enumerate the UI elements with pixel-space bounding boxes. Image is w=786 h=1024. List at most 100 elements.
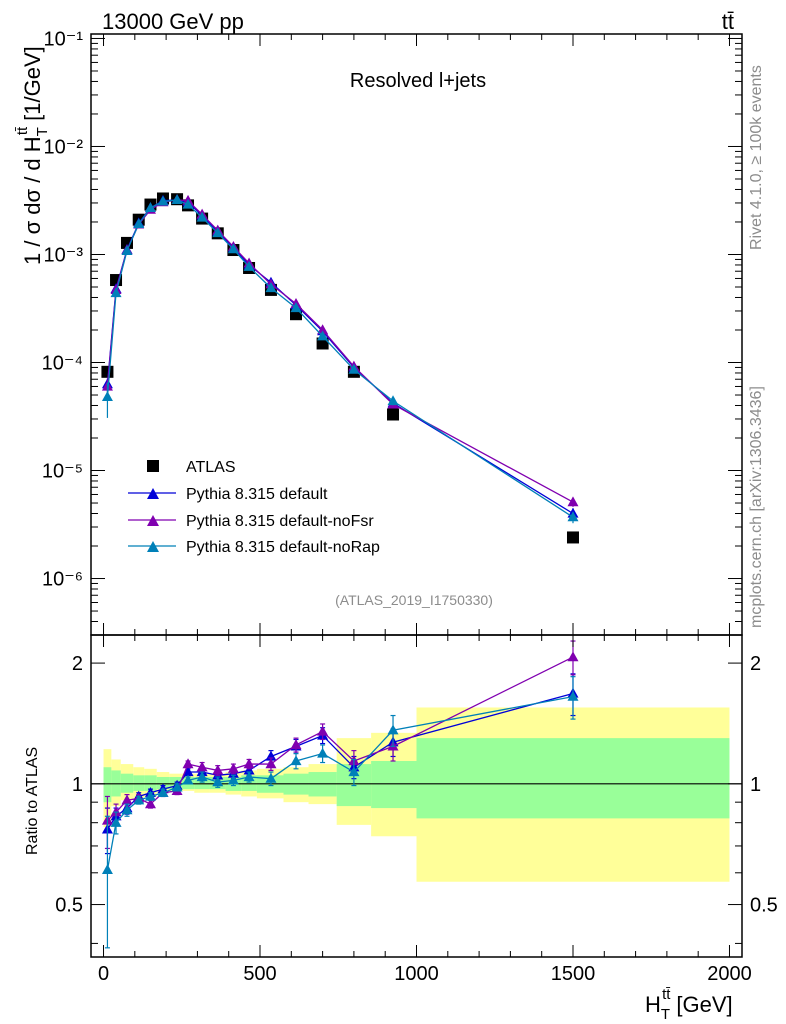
legend-label-norap: Pythia 8.315 default-noRap xyxy=(186,539,380,556)
legend-marker-atlas xyxy=(147,460,159,472)
pythia-8-315-default-norap-point xyxy=(227,243,239,254)
pythia-8-315-default-norap-ratio-point xyxy=(133,794,145,805)
x-axis-label-main: H xyxy=(645,992,661,1017)
pythia-8-315-default-norap-point xyxy=(348,363,360,374)
pythia-8-315-default-norap-point xyxy=(101,391,113,402)
pythia-8-315-default-norap-point xyxy=(144,202,156,213)
pythia-8-315-default-norap-ratio-point xyxy=(212,776,224,787)
pythia-8-315-default-norap-ratio-point xyxy=(157,786,169,797)
pythia-8-315-default-nofsr-ratio-point xyxy=(243,758,255,769)
ratio-y-label: Ratio to ATLAS xyxy=(24,747,41,855)
pythia-8-315-default-norap-ratio-point xyxy=(290,755,302,766)
pythia-8-315-default-norap-point xyxy=(387,395,399,406)
pythia-8-315-default-norap-ratio-point xyxy=(144,790,156,801)
legend-label-default: Pythia 8.315 default xyxy=(186,486,328,503)
pythia-8-315-default-norap-ratio-point xyxy=(567,690,579,701)
pythia-8-315-default-norap-point xyxy=(265,282,277,293)
x-tick-label: 1500 xyxy=(551,963,596,985)
pythia-8-315-default-norap-point xyxy=(243,260,255,271)
pythia-8-315-default-norap-point xyxy=(317,330,329,341)
ratio-series-layer xyxy=(101,640,579,949)
y-axis-label-sup: tt̄ xyxy=(14,126,31,135)
rivet-version-text: Rivet 4.1.0, ≥ 100k events xyxy=(748,65,765,250)
y-axis-label-unit: [1/GeV] xyxy=(20,46,45,121)
y-tick-label: 10⁻⁵ xyxy=(42,461,83,483)
x-axis-label-sub: T xyxy=(661,1006,670,1023)
ratio-tick-label-left: 2 xyxy=(72,653,83,675)
pythia-8-315-default-nofsr-ratio-point xyxy=(227,763,239,773)
chart-title: Resolved l+jets xyxy=(350,70,486,92)
legend-marker-norap xyxy=(147,541,159,552)
pythia-8-315-default-norap-ratio-point xyxy=(243,771,255,782)
inner-band-bin xyxy=(103,767,112,803)
pythia-8-315-default-nofsr-ratio-point xyxy=(121,794,133,805)
x-tick-label: 2000 xyxy=(707,963,752,985)
y-tick-label: 10⁻⁶ xyxy=(42,569,83,591)
pythia-8-315-default-norap-ratio-point xyxy=(196,771,208,782)
y-axis-label-sub: T xyxy=(34,127,51,136)
x-tick-label: 0 xyxy=(98,963,109,985)
pythia-8-315-default-nofsr-ratio-point xyxy=(212,764,224,775)
pythia-8-315-default-norap-ratio-point xyxy=(110,816,122,827)
legend-label-nofsr: Pythia 8.315 default-noFsr xyxy=(186,513,374,530)
y-tick-label: 10⁻¹ xyxy=(44,28,84,50)
main-series-layer xyxy=(101,192,579,544)
pythia-8-315-default-nofsr-point xyxy=(567,496,579,507)
atlas-data-point xyxy=(566,531,579,544)
pythia-8-315-default-norap-ratio-point xyxy=(348,766,360,777)
pythia-8-315-default-nofsr-ratio-point xyxy=(317,725,329,736)
legend-label-atlas: ATLAS xyxy=(186,459,236,476)
atlas-data-point xyxy=(101,365,114,378)
inner-band-bin xyxy=(133,775,145,791)
pythia-8-315-default-norap-point xyxy=(290,302,302,313)
pythia-8-315-default-nofsr-ratio-point xyxy=(196,761,208,772)
pythia-8-315-default-norap-ratio-point xyxy=(121,804,133,815)
legend-marker-nofsr xyxy=(147,515,159,526)
pythia-8-315-default-ratio-point xyxy=(265,750,277,761)
inner-band-bin xyxy=(144,775,157,791)
atlas-data-point xyxy=(387,408,400,421)
ratio-uncertainty-bands xyxy=(103,707,730,882)
analysis-id: (ATLAS_2019_I1750330) xyxy=(335,592,493,608)
x-tick-label: 500 xyxy=(243,963,276,985)
pythia-8-315-default-norap-point xyxy=(212,227,224,238)
pythia-8-315-default-ratio-point xyxy=(182,766,194,777)
pythia-8-315-default-norap-ratio-point xyxy=(182,774,194,785)
pythia-8-315-default-nofsr-ratio-point xyxy=(290,739,302,750)
inner-band-bin xyxy=(416,738,730,819)
atlas-data-point xyxy=(316,337,329,350)
atlas-data-point xyxy=(120,236,133,249)
ratio-tick-label-right: 1 xyxy=(750,774,761,796)
y-axis-label: 1 / σ dσ / d HTtt̄ [1/GeV] xyxy=(14,46,51,265)
axes-layer: 0 500 1000 1500 2000 10⁻⁶ 10⁻⁵ 10⁻⁴ 10⁻³ 10⁻² 10⁻¹… xyxy=(42,28,778,985)
pythia-8-315-default-norap-ratio-point xyxy=(227,774,239,785)
y-tick-label: 10⁻³ xyxy=(44,244,84,266)
energy-label: 13000 GeV pp xyxy=(102,9,244,34)
process-label: tt̄ xyxy=(722,9,734,34)
legend: ATLAS Pythia 8.315 default Pythia 8.315 … xyxy=(128,459,380,556)
ratio-tick-label-right: 2 xyxy=(750,653,761,675)
pythia-8-315-default-norap-ratio-point xyxy=(387,724,399,735)
y-tick-label: 10⁻⁴ xyxy=(42,353,83,375)
pythia-8-315-default-nofsr-ratio-point xyxy=(144,798,156,809)
ratio-tick-label-right: 0.5 xyxy=(750,895,778,917)
mcplots-text: mcplots.cern.ch [arXiv:1306.3436] xyxy=(748,386,765,628)
pythia-8-315-default-norap-point xyxy=(157,195,169,206)
pythia-8-315-default-norap-ratio-point xyxy=(317,747,329,758)
pythia-8-315-default-nofsr-ratio-point xyxy=(182,758,194,769)
pythia-8-315-default-norap-ratio-point xyxy=(171,781,183,792)
pythia-8-315-default-norap-point xyxy=(171,194,183,205)
x-tick-label: 1000 xyxy=(394,963,439,985)
y-axis-label-main: 1 / σ dσ / d H xyxy=(20,136,45,265)
pythia-8-315-default-line xyxy=(106,199,574,515)
inner-band-bin xyxy=(156,776,170,790)
pythia-8-315-default-norap-point xyxy=(121,245,133,256)
pythia-8-315-default-norap-point xyxy=(196,211,208,222)
x-axis-label-sup: tt̄ xyxy=(662,986,671,1003)
y-tick-label: 10⁻² xyxy=(44,136,84,158)
pythia-8-315-default-norap-ratio-point xyxy=(101,864,113,875)
pythia-8-315-default-nofsr-ratio-point xyxy=(265,758,277,769)
pythia-8-315-default-norap-point xyxy=(567,511,579,522)
pythia-8-315-default-norap-point xyxy=(133,218,145,229)
